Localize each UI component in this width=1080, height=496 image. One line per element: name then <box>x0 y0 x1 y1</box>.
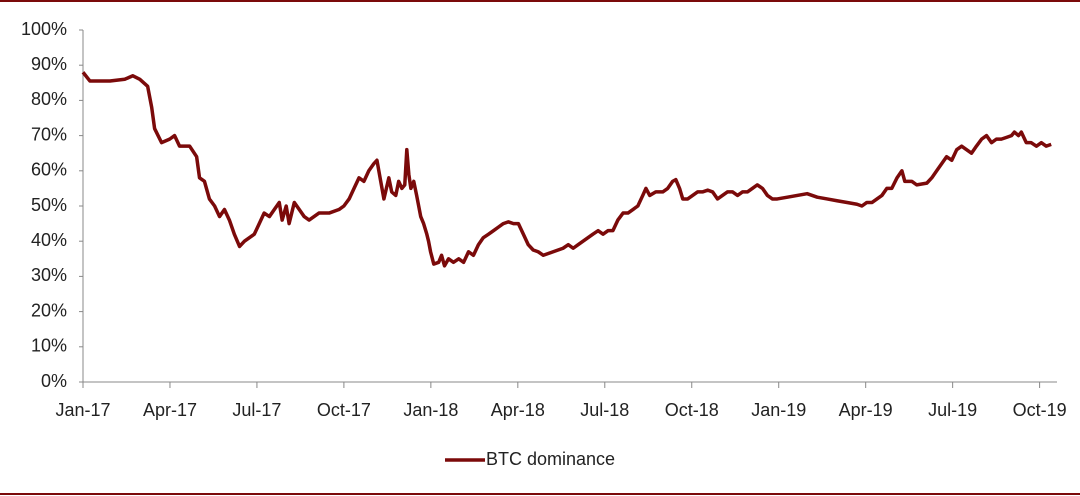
top-border <box>0 0 1080 2</box>
y-tick-label: 70% <box>31 124 67 144</box>
x-tick-label: Jul-17 <box>232 400 281 420</box>
x-tick-label: Jan-18 <box>403 400 458 420</box>
y-tick-label: 50% <box>31 195 67 215</box>
y-tick-label: 100% <box>21 19 67 39</box>
bottom-border <box>0 493 1080 495</box>
y-tick-label: 0% <box>41 371 67 391</box>
x-tick-label: Jul-19 <box>928 400 977 420</box>
data-line <box>81 71 1052 268</box>
y-tick-label: 80% <box>31 89 67 109</box>
x-tick-label: Apr-19 <box>839 400 893 420</box>
x-tick-label: Jan-17 <box>55 400 110 420</box>
x-tick-label: Jan-19 <box>751 400 806 420</box>
y-tick-label: 30% <box>31 265 67 285</box>
x-tick-label: Apr-18 <box>491 400 545 420</box>
y-tick-label: 40% <box>31 230 67 250</box>
y-tick-label: 20% <box>31 300 67 320</box>
x-tick-label: Jul-18 <box>580 400 629 420</box>
x-tick-label: Apr-17 <box>143 400 197 420</box>
legend-label: BTC dominance <box>486 449 615 469</box>
x-tick-label: Oct-17 <box>317 400 371 420</box>
x-tick-label: Oct-18 <box>665 400 719 420</box>
y-tick-label: 10% <box>31 336 67 356</box>
x-tick-label: Oct-19 <box>1013 400 1067 420</box>
y-tick-label: 90% <box>31 54 67 74</box>
y-tick-label: 60% <box>31 160 67 180</box>
